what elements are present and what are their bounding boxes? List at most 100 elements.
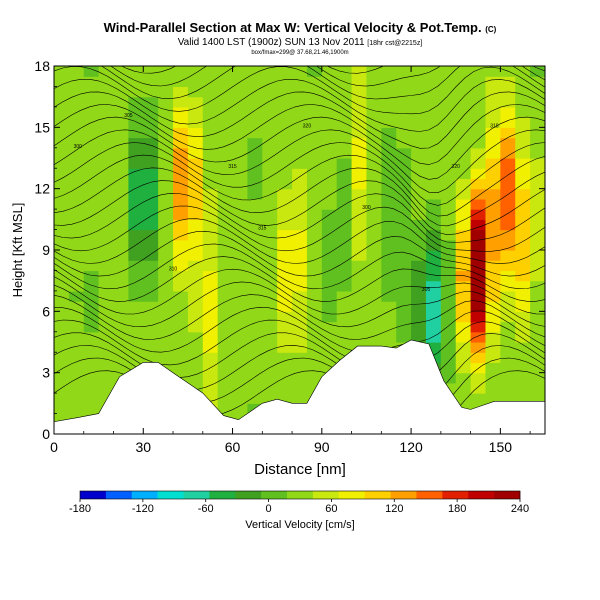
field-cell [455,382,472,394]
field-cell [98,158,115,169]
theta-contour [54,256,545,302]
field-cell [411,301,427,312]
field-cell [306,188,323,200]
field-cell [247,86,263,98]
field-cell [217,280,234,292]
field-cell [143,219,159,231]
field-cell [515,147,531,159]
field-cell [277,270,293,282]
field-cell [277,209,293,220]
field-cell [351,147,368,159]
field-cell [247,219,263,231]
field-cell [98,178,115,190]
field-cell [366,96,382,108]
field-cell [470,106,487,118]
field-cell [470,137,487,149]
field-cell [530,331,545,343]
field-cell [173,362,189,374]
field-cell [247,96,263,108]
field-cell [113,342,129,353]
field-cell [485,147,501,159]
field-cell [336,106,353,118]
field-cell [515,96,531,108]
field-cell [232,117,249,128]
field-cell [54,413,70,425]
field-cell [366,270,382,282]
field-cell [530,168,545,180]
field-cell [217,106,234,118]
field-cell [292,76,308,88]
field-cell [440,372,457,384]
field-cell [54,219,70,231]
field-cell [455,198,472,210]
field-cell [411,66,427,77]
field-cell [68,96,85,108]
field-cell [98,301,115,312]
colorbar-tick-label: 0 [266,503,272,515]
field-cell [247,382,263,394]
field-cell [336,147,353,159]
field-cell [425,178,442,190]
field-cell [54,311,70,323]
y-tick-label: 12 [34,181,50,197]
field-cell [232,403,249,415]
field-cell [262,290,278,302]
field-cell [98,127,115,139]
field-cell [128,280,144,292]
field-cell [54,342,70,353]
field-cell [158,66,174,77]
field-cell [202,321,219,333]
field-cell [68,342,85,353]
field-cell [440,260,457,272]
field-cell [83,331,100,343]
field-cell [366,158,382,169]
field-cell [98,311,115,323]
colorbar-label: Vertical Velocity [cm/s] [245,519,354,531]
field-cell [113,137,129,149]
field-cell [217,147,234,159]
colorbar-tick-label: -120 [132,503,154,515]
field-cell [54,127,70,139]
field-cell [351,188,368,200]
field-cell [277,301,293,312]
field-cell [351,198,368,210]
field-cell [336,331,353,343]
field-cell [306,86,323,98]
field-cell [470,209,487,220]
field-cell [306,106,323,118]
field-cell [98,147,115,159]
field-cell [455,260,472,272]
field-cell [128,301,144,312]
theta-contour [54,79,545,132]
field-cell [292,270,308,282]
field-cell [351,239,368,251]
field-cell [202,117,219,128]
field-cell [277,127,293,139]
field-cell [500,76,516,88]
field-cell [113,127,129,139]
field-cell [321,168,338,180]
field-cell [351,158,368,169]
field-cell [187,301,204,312]
field-cell [202,280,219,292]
field-cell [247,188,263,200]
field-cell [217,158,234,169]
field-cell [292,178,308,190]
field-cell [306,158,323,169]
field-cell [113,250,129,261]
field-cell [306,66,323,77]
field-cell [530,66,545,77]
field-cell [158,270,174,282]
field-cell [54,270,70,282]
field-cell [98,260,115,272]
field-cell [396,270,412,282]
field-cell [158,147,174,159]
field-cell [173,209,189,220]
field-cell [232,219,249,231]
field-cell [306,239,323,251]
field-cell [143,66,159,77]
field-cell [366,117,382,128]
field-cell [187,117,204,128]
field-cell [440,198,457,210]
field-cell [500,260,516,272]
